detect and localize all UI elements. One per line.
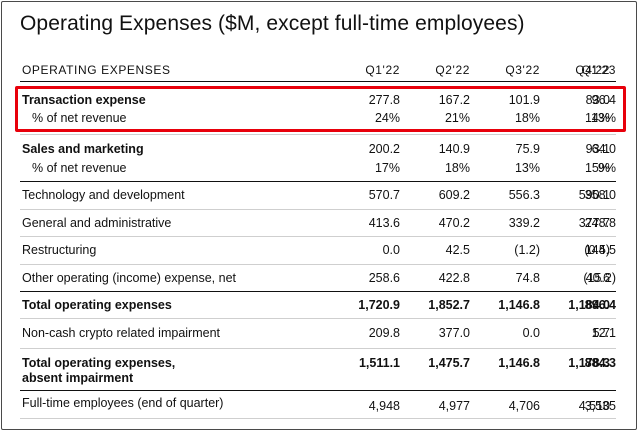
cell-percent: 18% [514,111,540,125]
table-row: Technology and development 570.7 609.2 5… [20,181,616,210]
row-label: Sales and marketing [22,142,144,156]
cell-percent: 9% [597,161,616,175]
row-label: Non-cash crypto related impairment [22,326,220,340]
cell-percent: 15% [584,161,610,175]
cell-percent: 17% [374,161,400,175]
header-label: OPERATING EXPENSES [22,63,171,77]
row-label: Technology and development [22,188,185,202]
cell-value: 1,852.7 [428,298,470,312]
table-row: Full-time employees (end of quarter) 4,9… [20,390,616,418]
header-quarter: Q1'23 [581,63,616,77]
row-label: Full-time employees (end of quarter) [22,396,224,410]
row-label-line1: Total operating expenses, [22,356,176,370]
table-row: Restructuring 0.0 42.5 (1.2) (0.5) 144.5 [20,236,616,265]
cell-value: 884.3 [584,356,616,370]
cell-value: 1,511.1 [358,356,400,370]
cell-percent: 18% [444,161,470,175]
header-quarter: Q2'22 [435,63,470,77]
cell-value: 101.9 [508,93,540,107]
cell-value: (15.2) [583,271,616,285]
cell-value: 140.9 [438,142,470,156]
table-bottom-border [20,418,616,419]
cell-value: 5.7 [592,326,610,340]
row-label-line2: absent impairment [22,371,134,385]
table-row: Other operating (income) expense, net 25… [20,264,616,292]
table-header: OPERATING EXPENSES Q1'22 Q2'22 Q3'22 Q4'… [20,59,616,82]
cell-value: 422.8 [438,271,470,285]
cell-value: 896.4 [584,298,616,312]
cell-value: 167.2 [438,93,470,107]
cell-value: 144.5 [584,243,616,257]
cell-percent: 21% [444,111,470,125]
cell-value: 74.8 [515,271,540,285]
cell-value: 75.9 [515,142,540,156]
cell-value: 83.0 [585,93,610,107]
cell-value: 590.1 [578,188,610,202]
row-sublabel: % of net revenue [32,161,127,175]
table-row: Total operating expenses 1,720.9 1,852.7… [20,291,616,319]
cell-value: 4,977 [438,399,470,413]
cell-value: 248.8 [584,216,616,230]
cell-value: 0.0 [522,326,540,340]
cell-value: 4,948 [368,399,400,413]
cell-percent: 13% [514,161,540,175]
cell-value: 1,184.0 [568,298,610,312]
cell-value: 470.2 [438,216,470,230]
cell-value: 0.0 [382,243,400,257]
table-row: Total operating expenses, absent impairm… [20,348,616,391]
cell-value: 377.0 [438,326,470,340]
table-row: Transaction expense 277.8 167.2 101.9 83… [20,84,616,135]
cell-value: 358.0 [584,188,616,202]
page-title: Operating Expenses ($M, except full-time… [20,12,525,35]
cell-value: 1,720.9 [358,298,400,312]
row-label: Other operating (income) expense, net [22,271,237,285]
cell-percent: 13% [590,111,616,125]
cell-value: 413.6 [368,216,400,230]
table-row: General and administrative 413.6 470.2 3… [20,209,616,237]
cell-value: 277.8 [368,93,400,107]
cell-value: 64.0 [591,142,616,156]
header-quarter: Q3'22 [505,63,540,77]
cell-value: 258.6 [368,271,400,285]
cell-value: 1,146.8 [498,356,540,370]
cell-value: (0.5) [584,243,610,257]
cell-value: (1.2) [514,243,540,257]
cell-value: 570.7 [368,188,400,202]
cell-value: 1,178.3 [568,356,610,370]
cell-value: 96.4 [591,93,616,107]
cell-value: 556.3 [508,188,540,202]
row-label: Restructuring [22,243,97,257]
cell-value: 12.1 [591,326,616,340]
cell-value: 200.2 [368,142,400,156]
cell-value: 4,706 [508,399,540,413]
cell-value: 42.5 [445,243,470,257]
table-row: Sales and marketing 200.2 140.9 75.9 93.… [20,134,616,182]
row-label: Transaction expense [22,93,146,107]
row-sublabel: % of net revenue [32,111,127,125]
cell-value: 377.7 [578,216,610,230]
header-quarter: Q4'22 [575,63,610,77]
cell-value: 1,146.8 [498,298,540,312]
cell-percent: 24% [374,111,400,125]
cell-value: 1,475.7 [428,356,470,370]
cell-value: 609.2 [438,188,470,202]
cell-value: 40.6 [585,271,610,285]
cell-percent: 14% [584,111,610,125]
cell-value: 4,510 [578,399,610,413]
row-label: General and administrative [22,216,172,230]
cell-value: 3,535 [584,399,616,413]
cell-value: 93.1 [585,142,610,156]
cell-value: 339.2 [508,216,540,230]
table-row: Non-cash crypto related impairment 209.8… [20,318,616,349]
highlight-box [15,86,626,132]
cell-value: 209.8 [368,326,400,340]
header-quarter: Q1'22 [365,63,400,77]
row-label: Total operating expenses [22,298,172,312]
